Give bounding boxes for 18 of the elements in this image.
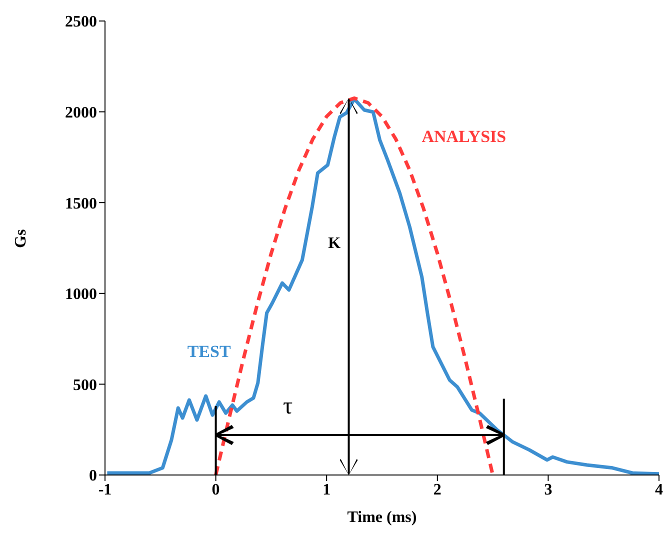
y-tick-label: 1000 — [65, 286, 97, 304]
annotation: τ — [282, 393, 293, 420]
y-tick-label: 2500 — [65, 14, 97, 31]
y-axis-title: Gs — [12, 229, 30, 248]
x-tick-label: 0 — [212, 481, 220, 498]
x-tick-label: 3 — [544, 481, 552, 498]
y-tick-label: 2000 — [65, 104, 97, 122]
y-tick-label: 500 — [73, 376, 97, 394]
x-axis-title: Time (ms) — [347, 509, 417, 526]
x-tick-label: 2 — [433, 481, 442, 498]
annotation: K — [328, 235, 342, 252]
series-label: TEST — [187, 342, 232, 361]
x-tick-label: 4 — [655, 481, 663, 498]
y-tick-label: 1500 — [65, 195, 97, 212]
x-tick-label: 1 — [322, 481, 331, 498]
y-tick-label: 0 — [89, 468, 97, 485]
series-label: ANALYSIS — [422, 127, 506, 146]
x-tick-label: -1 — [98, 481, 112, 498]
